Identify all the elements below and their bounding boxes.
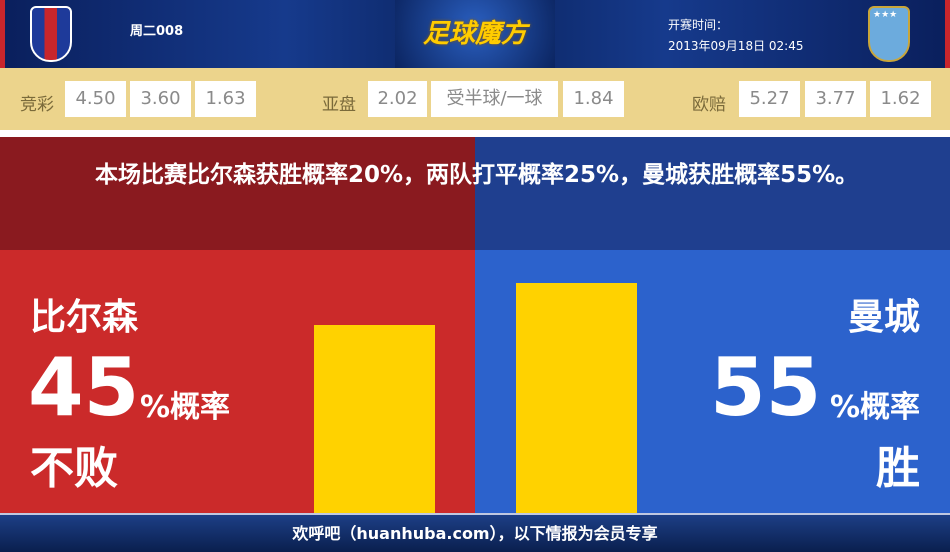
jingcai-label: 竞彩 bbox=[20, 95, 54, 115]
brand-logo: 足球魔方 bbox=[395, 0, 555, 68]
ouzhou-odd: 3.77 bbox=[805, 81, 866, 117]
message-band-left bbox=[0, 137, 475, 250]
away-team-logo bbox=[868, 6, 910, 62]
home-result: 不败 bbox=[30, 443, 118, 494]
kickoff-time: 2013年09月18日 02:45 bbox=[668, 39, 804, 53]
divider bbox=[0, 130, 950, 137]
away-percent-label: %概率 bbox=[829, 390, 920, 425]
ouzhou-odd: 1.62 bbox=[870, 81, 931, 117]
yapan-handicap: 受半球/一球 bbox=[431, 81, 558, 117]
home-percent-label: %概率 bbox=[140, 390, 231, 425]
away-team-name: 曼城 bbox=[847, 297, 920, 338]
yapan-label: 亚盘 bbox=[322, 95, 356, 115]
away-probability-bar bbox=[516, 283, 637, 513]
edge-decoration bbox=[945, 0, 950, 68]
jingcai-odd: 3.60 bbox=[130, 81, 191, 117]
away-panel: 曼城 55 %概率 胜 bbox=[475, 250, 950, 513]
header: 周二008 足球魔方 开赛时间： 2013年09月18日 02:45 ★★★ bbox=[0, 0, 950, 68]
ouzhou-label: 欧赔 bbox=[692, 95, 726, 115]
message-band-right bbox=[475, 137, 950, 250]
jingcai-odd: 1.63 bbox=[195, 81, 256, 117]
away-result: 胜 bbox=[876, 443, 920, 494]
home-percent: 45 bbox=[28, 341, 140, 434]
kickoff-label: 开赛时间： bbox=[668, 18, 729, 32]
home-team-name: 比尔森 bbox=[30, 297, 139, 338]
stars-icon: ★★★ bbox=[873, 10, 898, 20]
jingcai-odd: 4.50 bbox=[65, 81, 126, 117]
odds-bar: 竞彩 4.50 3.60 1.63 亚盘 2.02 受半球/一球 1.84 欧赔… bbox=[0, 68, 950, 130]
yapan-odd: 2.02 bbox=[368, 81, 427, 117]
footer-banner: 欢呼吧（huanhuba.com），以下情报为会员专享 bbox=[0, 513, 950, 552]
match-number: 周二008 bbox=[130, 24, 184, 39]
edge-decoration bbox=[0, 0, 5, 68]
home-team-logo bbox=[30, 6, 72, 62]
home-probability-bar bbox=[314, 324, 435, 513]
away-percent: 55 bbox=[710, 341, 822, 434]
ouzhou-odd: 5.27 bbox=[739, 81, 800, 117]
yapan-odd: 1.84 bbox=[563, 81, 624, 117]
prediction-message: 本场比赛比尔森获胜概率20%，两队打平概率25%，曼城获胜概率55%。 bbox=[95, 162, 859, 188]
home-panel: 比尔森 45 %概率 不败 bbox=[0, 250, 475, 513]
